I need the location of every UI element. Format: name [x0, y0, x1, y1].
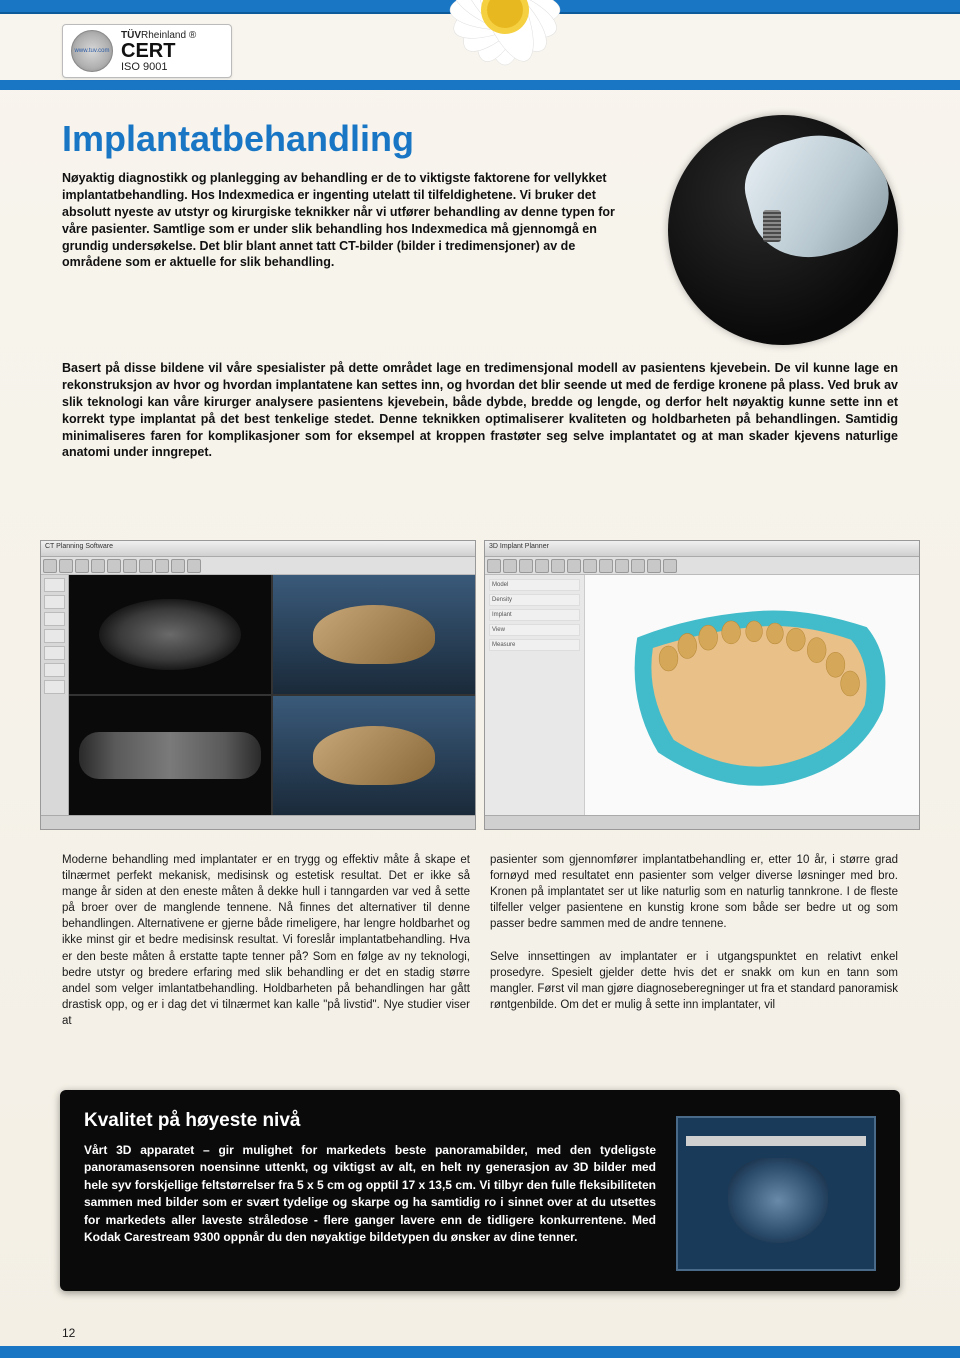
ct-software-window: CT Planning Software — [40, 540, 476, 830]
jaw-statusbar — [485, 815, 919, 829]
quality-title: Kvalitet på høyeste nivå — [84, 1110, 656, 1132]
page-title: Implantatbehandling — [62, 118, 414, 160]
jaw-3d-canvas — [585, 575, 919, 815]
jaw-software-window: 3D Implant Planner ModelDensityImplantVi… — [484, 540, 920, 830]
body-col-left: Moderne behandling med implantater er en… — [62, 852, 470, 1029]
flower-decoration — [420, 0, 590, 95]
cert-type: CERT — [121, 41, 196, 61]
brochure-page: www.tuv.com TÜVRheinland ® CERT ISO 9001… — [0, 0, 960, 1358]
quality-body: Vårt 3D apparatet – gir mulighet for mar… — [84, 1142, 656, 1246]
jaw-toolbar — [485, 557, 919, 575]
ct-toolbar — [41, 557, 475, 575]
intro-paragraph: Nøyaktig diagnostikk og planlegging av b… — [62, 170, 622, 271]
quality-callout: Kvalitet på høyeste nivå Vårt 3D apparat… — [60, 1090, 900, 1291]
jaw-properties-panel: ModelDensityImplantViewMeasure — [485, 575, 585, 815]
cert-text: TÜVRheinland ® CERT ISO 9001 — [121, 30, 196, 73]
cert-badge: www.tuv.com TÜVRheinland ® CERT ISO 9001 — [62, 24, 232, 78]
body-columns: Moderne behandling med implantater er en… — [62, 852, 898, 1029]
software-screenshots: CT Planning Software — [40, 540, 920, 830]
cert-org-bold: TÜV — [121, 30, 141, 41]
ct-3d-implants — [273, 696, 475, 815]
ct-sidebar — [41, 575, 69, 815]
intro-full-paragraph: Basert på disse bildene vil våre spesial… — [62, 360, 898, 461]
bottom-accent-bar — [0, 1346, 960, 1358]
ct-titlebar: CT Planning Software — [41, 541, 475, 557]
jaw-titlebar: 3D Implant Planner — [485, 541, 919, 557]
cert-org-rest: Rheinland ® — [141, 30, 196, 41]
page-number: 12 — [62, 1326, 75, 1340]
ct-panoramic — [69, 696, 271, 815]
ct-statusbar — [41, 815, 475, 829]
jaw-viewport: ModelDensityImplantViewMeasure — [485, 575, 919, 815]
body-col-right: pasienter som gjennomfører implantatbeha… — [490, 852, 898, 1029]
ct-viewport — [69, 575, 475, 815]
tuv-seal-icon: www.tuv.com — [71, 30, 113, 72]
cert-iso: ISO 9001 — [121, 61, 196, 73]
implant-photo — [668, 115, 898, 345]
quality-screenshot — [676, 1116, 876, 1271]
ct-axial-slice — [69, 575, 271, 694]
ct-3d-model — [273, 575, 475, 694]
